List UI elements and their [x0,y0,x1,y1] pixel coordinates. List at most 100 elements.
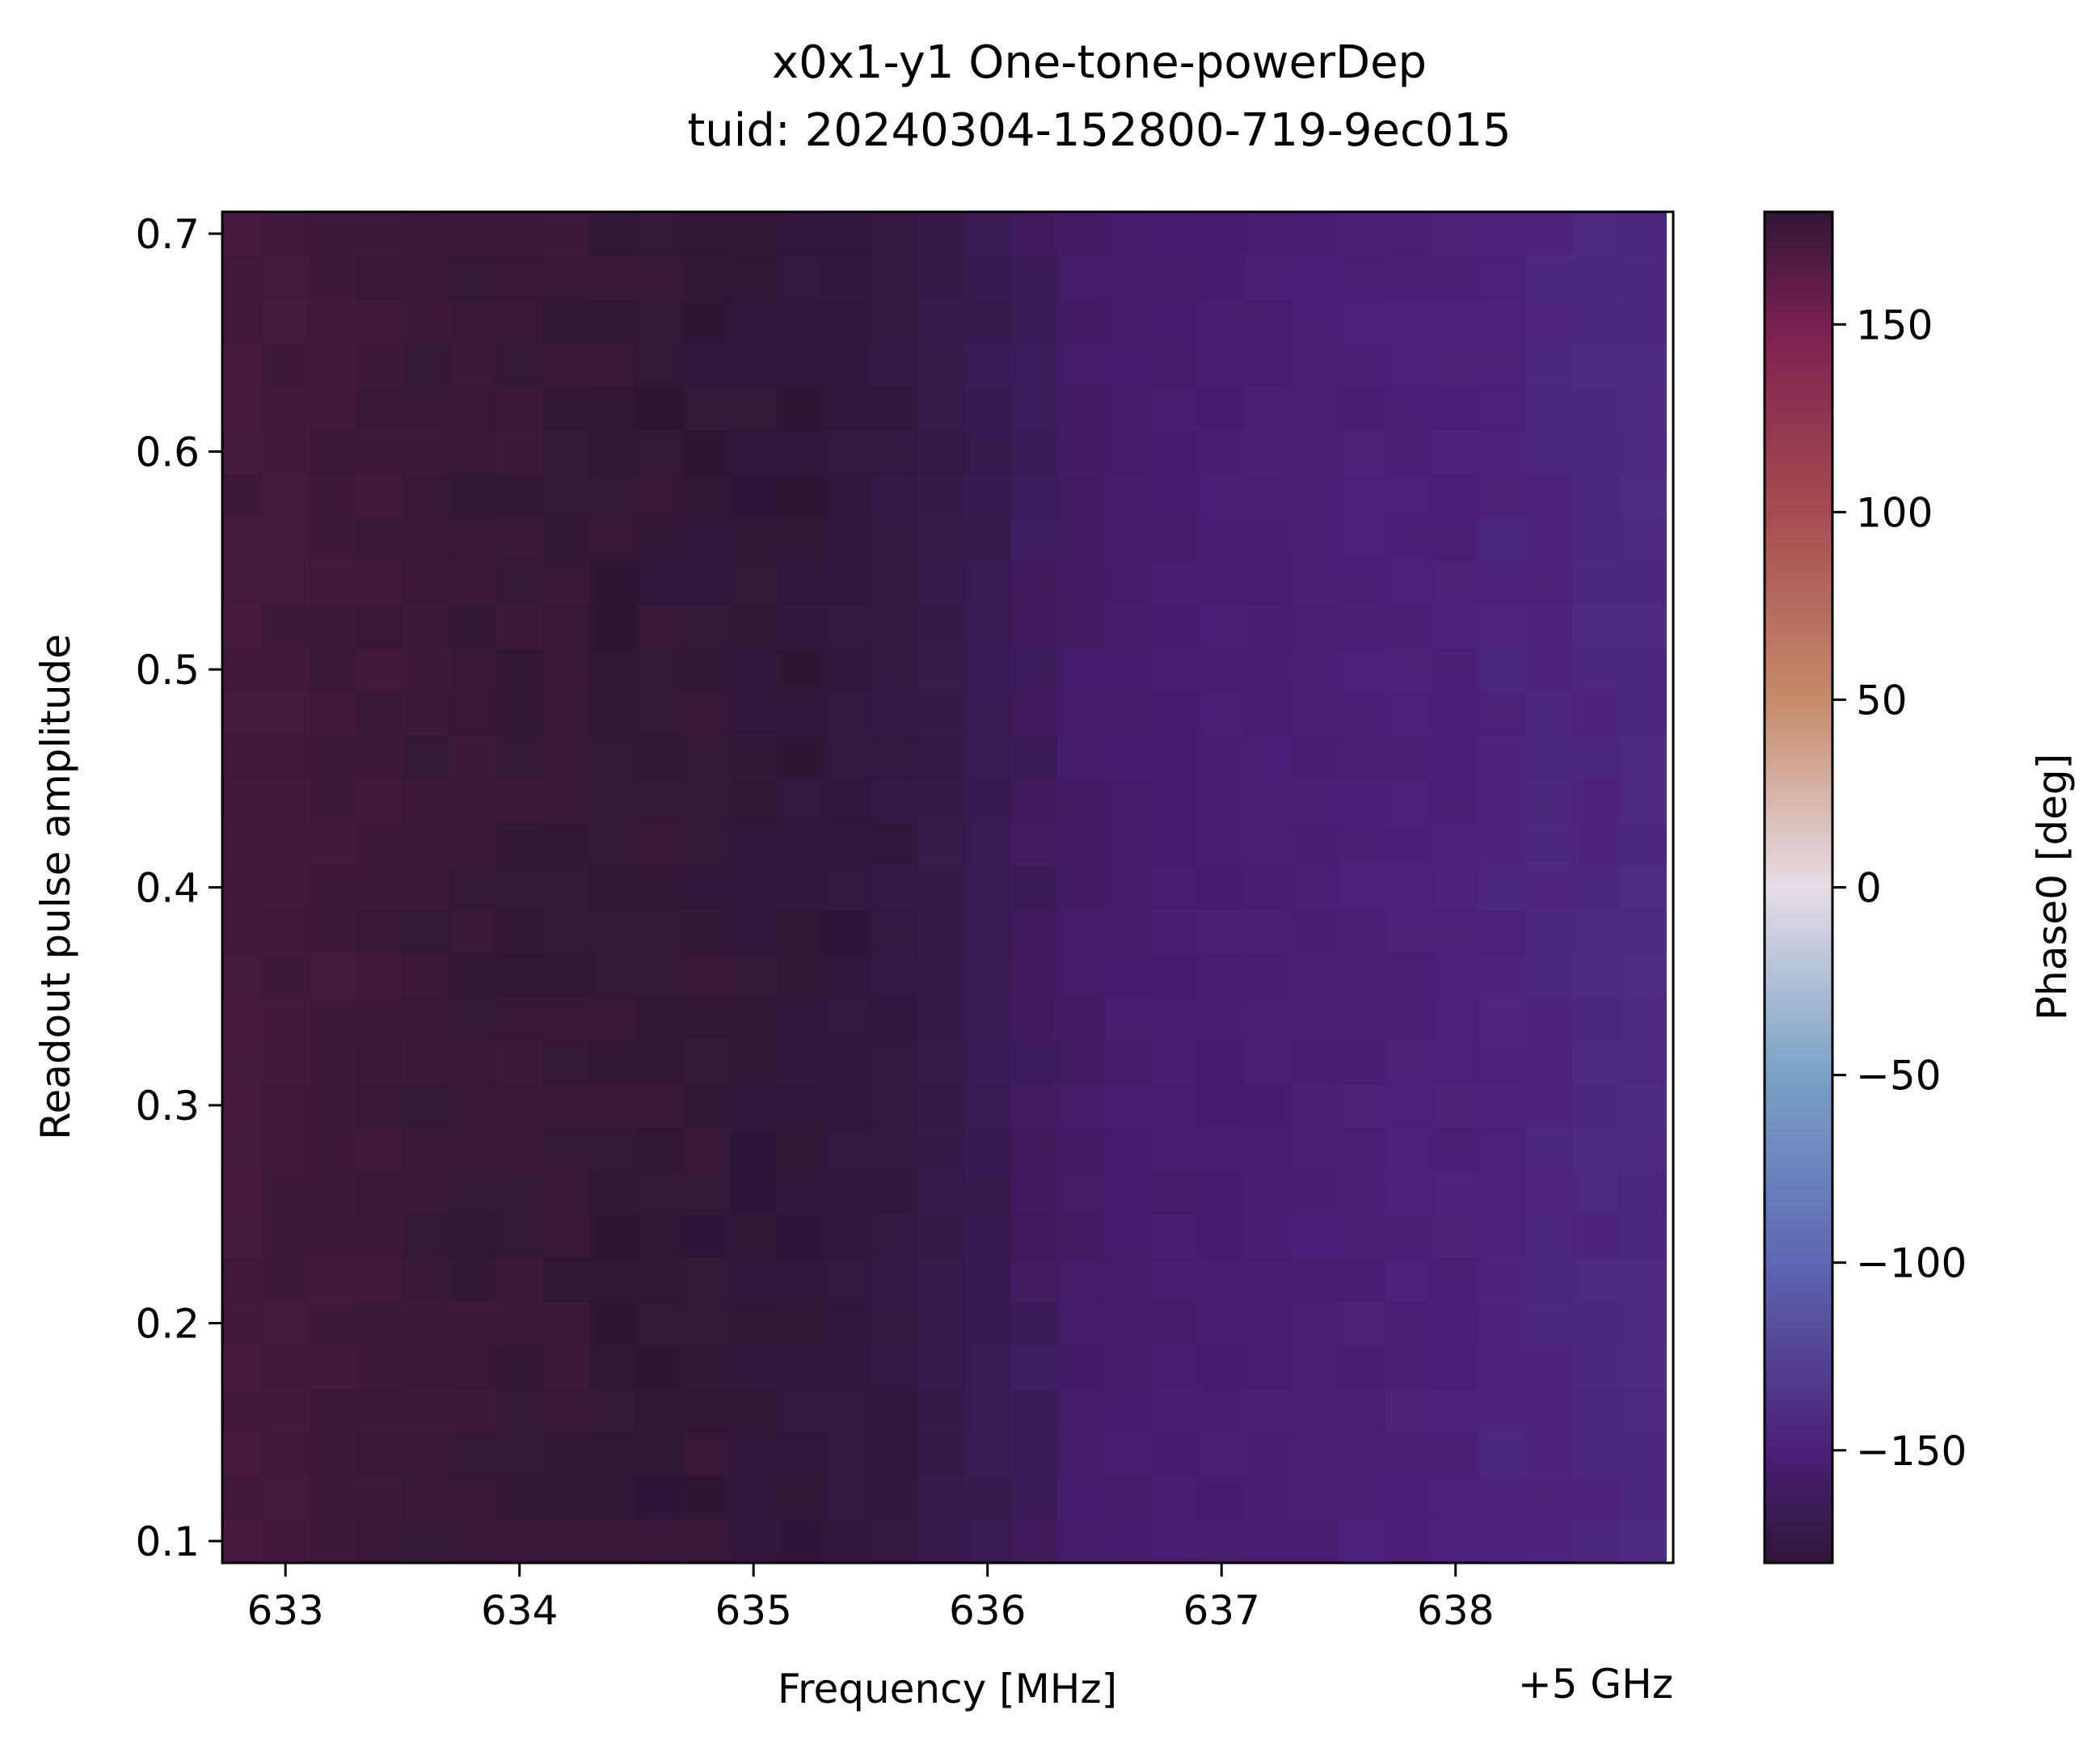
heatmap-cell [1338,778,1386,823]
heatmap-cell [1572,1301,1621,1346]
heatmap-cell [730,1519,778,1564]
heatmap-cell [1572,996,1621,1041]
heatmap-cell [1245,1040,1292,1084]
heatmap-cell [1104,821,1152,867]
heatmap-cell [589,865,638,910]
heatmap-cell [542,996,591,1041]
heatmap-cell [356,1519,403,1564]
heatmap-cell [964,1126,1012,1172]
heatmap-cell [356,1257,403,1303]
heatmap-cell [683,255,731,300]
heatmap-cell [1057,1388,1106,1433]
heatmap-cell [1057,648,1106,692]
heatmap-cell [777,1257,824,1303]
heatmap-cell [1104,909,1152,953]
heatmap-cell [1478,648,1527,692]
heatmap-cell [1525,865,1574,910]
heatmap-cell [449,517,497,561]
heatmap-cell [917,212,965,256]
heatmap-cell [683,1519,731,1564]
heatmap-cell [964,734,1012,779]
heatmap-cell [1385,298,1433,344]
heatmap-cell [1338,386,1386,431]
heatmap-cell [356,952,403,997]
heatmap-cell [449,1345,497,1389]
heatmap-cell [1338,909,1386,953]
heatmap-cell [1338,1301,1386,1346]
heatmap-cell [1292,604,1339,648]
heatmap-cell [1057,952,1106,997]
heatmap-cell [542,517,591,561]
heatmap-cell [222,212,263,256]
heatmap-cell [683,1345,731,1389]
heatmap-cell [1292,212,1339,256]
heatmap-cell [1525,473,1574,517]
heatmap-cell [777,1476,824,1520]
heatmap-cell [683,734,731,779]
heatmap-cell [870,778,918,823]
heatmap-cell [542,1301,591,1346]
heatmap-cell [1010,1214,1059,1259]
heatmap-cell [1151,952,1199,997]
heatmap-cell [402,1301,450,1346]
heatmap-cell [964,648,1012,692]
heatmap-cell [917,734,965,779]
heatmap-cell [1151,778,1199,823]
heatmap-cell [683,1432,731,1476]
heatmap-cell [1151,342,1199,387]
heatmap-cell [870,1519,918,1564]
heatmap-cell [870,865,918,910]
heatmap-cell [636,560,684,605]
heatmap-cell [589,1388,638,1433]
heatmap-cell [730,1432,778,1476]
heatmap-cell [589,1214,638,1259]
heatmap-cell [1619,212,1667,256]
heatmap-cell [1245,1476,1292,1520]
y-tick-label: 0.3 [135,1083,200,1130]
heatmap-cell [1292,821,1339,867]
heatmap-cell [262,1126,310,1172]
heatmap-cell [870,821,918,867]
heatmap-cell [1292,734,1339,779]
heatmap-cell [1432,996,1480,1041]
y-axis-label: Readout pulse amplitude [32,634,79,1140]
heatmap-cell [589,604,638,648]
heatmap-cell [309,1519,356,1564]
heatmap-cell [542,1040,591,1084]
heatmap-cell [730,1257,778,1303]
heatmap-cell [589,429,638,475]
heatmap-cell [542,690,591,736]
heatmap-cell [356,255,403,300]
heatmap-cell [402,648,450,692]
heatmap-cell [1385,1388,1433,1433]
heatmap-cell [870,734,918,779]
heatmap-cell [964,1257,1012,1303]
heatmap-cell [683,996,731,1041]
heatmap-cell [402,996,450,1041]
heatmap-cell [1478,212,1527,256]
heatmap-cell [309,1345,356,1389]
heatmap-cell [917,952,965,997]
heatmap-cell [356,996,403,1041]
heatmap-cell [1525,1519,1574,1564]
heatmap-cell [402,821,450,867]
heatmap-cell [495,1301,544,1346]
heatmap-cell [402,604,450,648]
heatmap-cell [1010,342,1059,387]
heatmap-cell [1478,604,1527,648]
heatmap-cell [309,517,356,561]
heatmap-cell [309,1214,356,1259]
heatmap-cell [542,429,591,475]
heatmap-cell [222,865,263,910]
heatmap-cell [1478,1432,1527,1476]
heatmap-cell [730,298,778,344]
heatmap-cell [683,473,731,517]
heatmap-cell [402,778,450,823]
heatmap-cell [964,865,1012,910]
heatmap-cell [356,1126,403,1172]
heatmap-cell [309,1476,356,1520]
heatmap-cell [1104,386,1152,431]
heatmap-cell [1432,1345,1480,1389]
heatmap-cell [1151,1040,1199,1084]
heatmap-cell [589,734,638,779]
